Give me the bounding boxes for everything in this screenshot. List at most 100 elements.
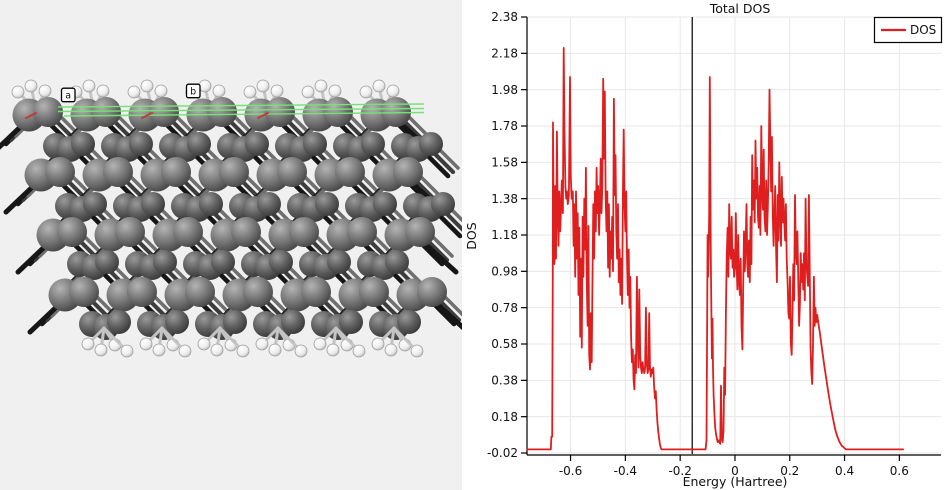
hydrogen-atom [359, 85, 373, 99]
heavy-atom [185, 277, 215, 307]
hydrogen-atom [371, 337, 385, 351]
heavy-atom [303, 132, 327, 156]
plot-background [462, 0, 949, 490]
heavy-atom [207, 97, 237, 127]
hydrogen-atom [139, 337, 153, 351]
heavy-atom [359, 277, 389, 307]
heavy-atom [165, 310, 189, 334]
structure-view: a b [0, 79, 462, 358]
heavy-atom [265, 97, 295, 127]
heavy-atom [361, 132, 385, 156]
y-tick-label: -0.02 [487, 446, 518, 460]
x-tick-label: 0.4 [835, 464, 854, 478]
x-tick-label: 0.6 [890, 464, 909, 478]
heavy-atom [385, 250, 409, 274]
y-tick-label: 1.98 [491, 83, 518, 97]
hydrogen-atom [372, 79, 386, 93]
heavy-atom [323, 97, 353, 127]
hydrogen-atom [256, 79, 270, 93]
y-tick-label: 0.58 [491, 337, 518, 351]
heavy-atom [161, 157, 191, 187]
axis-label-a-text: a [65, 91, 71, 102]
hydrogen-atom [301, 85, 315, 99]
hydrogen-atom [81, 337, 95, 351]
hydrogen-atom [410, 344, 424, 358]
axis-label-b-box [185, 83, 201, 99]
chart-title: Total DOS [709, 1, 771, 16]
heavy-atom [33, 97, 63, 127]
y-tick-label: 0.38 [491, 374, 518, 388]
heavy-atom [107, 310, 131, 334]
hydrogen-atom [82, 79, 96, 93]
heavy-atom [129, 132, 153, 156]
hydrogen-atom [268, 343, 282, 357]
axis-label-b-text: b [190, 87, 196, 98]
y-tick-label: 0.98 [491, 265, 518, 279]
heavy-atom [393, 157, 423, 187]
dos-plot-pane: -0.02 0.18 0.38 0.58 0.78 0.98 1.18 1.38 1.58 1.7… [462, 0, 949, 490]
heavy-atom [431, 192, 455, 216]
structure-viewer-pane[interactable]: a b [0, 0, 462, 490]
cell-edge-line [57, 103, 425, 108]
heavy-atom [127, 277, 157, 307]
hydrogen-atom [210, 343, 224, 357]
hydrogen-atom [178, 344, 192, 358]
x-tick-label: 0 [731, 464, 739, 478]
hydrogen-atom [386, 84, 400, 98]
hydrogen-atom [326, 343, 340, 357]
heavy-atom [335, 157, 365, 187]
x-tick-label: -0.4 [614, 464, 637, 478]
y-axis-label: DOS [464, 222, 479, 249]
x-axis-label: Energy (Hartree) [683, 474, 788, 489]
hydrogen-atom [38, 84, 52, 98]
cell-edge-line [57, 107, 425, 113]
plot-area: -0.02 0.18 0.38 0.58 0.78 0.98 1.18 1.38 1.58 1.7… [487, 10, 941, 478]
heavy-atom [289, 217, 319, 247]
legend: DOS [873, 16, 943, 44]
heavy-atom [57, 217, 87, 247]
y-tick-label: 1.18 [491, 228, 518, 242]
heavy-atom [153, 250, 177, 274]
origin-mark [25, 112, 37, 119]
hydrogen-atom [198, 79, 212, 93]
heavy-atom [281, 310, 305, 334]
heavy-atom [417, 277, 447, 307]
heavy-atom [245, 132, 269, 156]
x-tick-label: 0.2 [780, 464, 799, 478]
heavy-atom [223, 310, 247, 334]
hydrogen-atom [314, 79, 328, 93]
heavy-atom [211, 250, 235, 274]
hydrogen-atom [94, 343, 108, 357]
heavy-atom [45, 157, 75, 187]
heavy-atom [277, 157, 307, 187]
origin-mark [257, 112, 269, 119]
axis-label-a: a [60, 87, 76, 103]
y-tick-label: 1.38 [491, 192, 518, 206]
hydrogen-atom [152, 343, 166, 357]
dos-curve [526, 47, 905, 451]
heavy-atom [315, 192, 339, 216]
heavy-atom [419, 132, 443, 156]
heavy-atom [115, 217, 145, 247]
y-tick-label: 2.38 [491, 10, 518, 24]
heavy-atom [141, 192, 165, 216]
heavy-atom [327, 250, 351, 274]
hydrogen-atom [96, 84, 110, 98]
heavy-atom [95, 250, 119, 274]
hydrogen-atom [236, 344, 250, 358]
heavy-atom [149, 97, 179, 127]
y-tick-label: 0.78 [491, 301, 518, 315]
heavy-atom [373, 192, 397, 216]
hydrogen-atom [255, 337, 269, 351]
hydrogen-atom [154, 84, 168, 98]
hydrogen-atom [140, 79, 154, 93]
x-tick-label: -0.6 [559, 464, 582, 478]
hydrogen-atom [24, 79, 38, 93]
y-tick-label: 0.18 [491, 410, 518, 424]
legend-label: DOS [910, 23, 936, 37]
hydrogen-atom [243, 85, 257, 99]
hydrogen-atom [384, 343, 398, 357]
hydrogen-atom [127, 85, 141, 99]
cell-edge-line [63, 111, 425, 117]
